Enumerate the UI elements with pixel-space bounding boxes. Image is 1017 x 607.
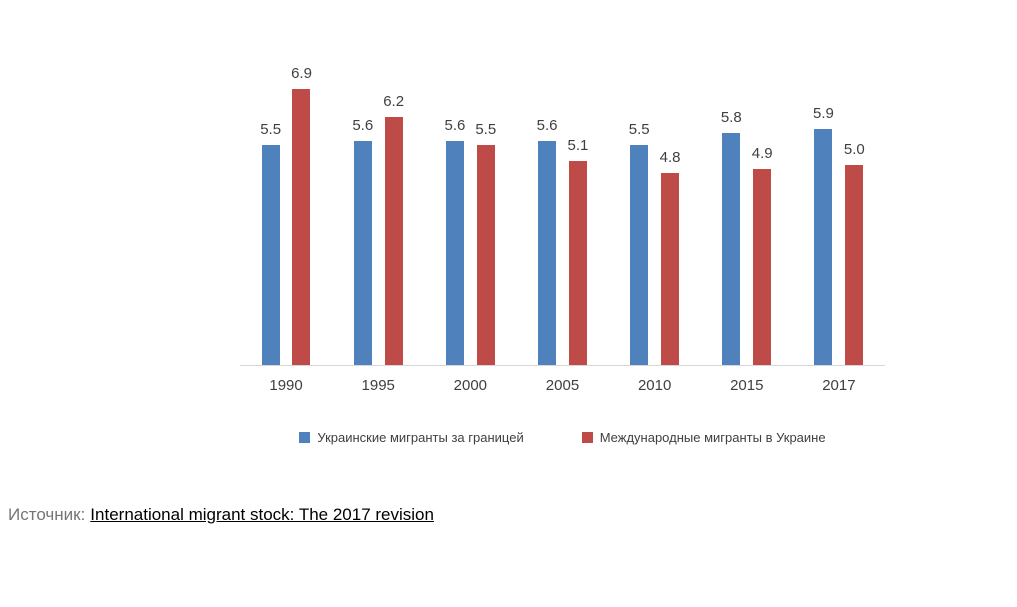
bar-ukrainian-migrants-abroad [445,141,464,365]
bar-value-label: 5.6 [536,117,558,134]
bar-column: 5.5 [629,121,650,365]
bar-international-migrants-in-ukraine [476,145,495,365]
bar-value-label: 5.5 [475,121,497,138]
bar-value-label: 5.0 [843,141,865,158]
bar-column: 5.0 [844,141,865,365]
bar-international-migrants-in-ukraine [568,161,587,365]
bar-value-label: 6.2 [383,93,405,110]
bar-value-label: 5.1 [567,137,589,154]
bar-value-label: 5.6 [352,117,374,134]
bar-group-2010: 5.5 4.8 [609,121,701,365]
bar-column: 4.9 [752,145,773,365]
bar-value-label: 4.8 [659,149,681,166]
bar-international-migrants-in-ukraine [292,89,311,365]
bar-column: 5.6 [444,117,465,365]
bar-group-2015: 5.8 4.9 [701,109,793,365]
legend-item: Международные мигранты в Украине [581,430,826,445]
legend-label: Международные мигранты в Украине [599,430,826,445]
bar-ukrainian-migrants-abroad [538,141,557,365]
x-axis-label: 2000 [453,377,488,394]
bar-value-label: 5.8 [720,109,742,126]
bar-value-label: 5.9 [813,105,834,122]
bar-international-migrants-in-ukraine [845,165,864,365]
legend-item: Украинские мигранты за границей [299,430,524,445]
bar-value-label: 5.5 [628,121,650,138]
bar-group-1995: 5.6 6.2 [332,93,424,365]
x-axis-label: 2005 [545,377,580,394]
bar-column: 5.9 [813,105,834,365]
bar-ukrainian-migrants-abroad [353,141,372,365]
bar-group-2017: 5.9 5.0 [793,105,885,365]
bar-international-migrants-in-ukraine [384,117,403,365]
source-label: Источник: [8,505,86,524]
bar-value-label: 5.5 [260,121,282,138]
legend-label: Украинские мигранты за границей [317,430,524,445]
bar-column: 6.9 [291,65,312,365]
bar-column: 4.8 [659,149,681,365]
bar-column: 5.1 [567,137,588,365]
bar-value-label: 5.6 [444,117,466,134]
legend-swatch-icon [299,432,311,443]
x-axis-label: 1990 [269,377,303,394]
bar-value-label: 6.9 [291,65,312,82]
bar-column: 5.6 [352,117,373,365]
bar-international-migrants-in-ukraine [753,169,772,365]
bar-group-1990: 5.5 6.9 [240,65,332,365]
bar-column: 5.5 [475,121,496,365]
source-link[interactable]: International migrant stock: The 2017 re… [90,505,434,524]
bar-column: 5.6 [536,117,558,365]
bar-column: 5.5 [260,121,281,365]
bar-ukrainian-migrants-abroad [814,129,833,365]
migrant-bar-chart: 5.5 6.9 5.6 6.2 5.6 5.5 5.6 5.1 5.5 4.8 5.8 4.9 5.9 5… [240,52,885,445]
chart-legend: Украинские мигранты за границей Междунаро… [240,430,885,445]
bar-ukrainian-migrants-abroad [722,133,741,365]
plot-area: 5.5 6.9 5.6 6.2 5.6 5.5 5.6 5.1 5.5 4.8 5.8 4.9 5.9 5… [240,52,885,366]
x-axis-label: 2010 [637,377,672,394]
legend-swatch-icon [581,432,593,443]
source-line: Источник: International migrant stock: Th… [8,505,434,525]
bar-column: 6.2 [383,93,404,365]
x-axis: 1990 1995 2000 2005 2010 2015 2017 [240,366,885,394]
x-axis-label: 2017 [822,377,856,394]
bar-ukrainian-migrants-abroad [261,145,280,365]
bar-group-2005: 5.6 5.1 [516,117,608,365]
bar-group-2000: 5.6 5.5 [424,117,516,365]
x-axis-label: 1995 [361,377,395,394]
bar-international-migrants-in-ukraine [661,173,680,365]
bar-value-label: 4.9 [751,145,773,162]
x-axis-label: 2015 [730,377,764,394]
bar-ukrainian-migrants-abroad [630,145,649,365]
bar-column: 5.8 [721,109,742,365]
